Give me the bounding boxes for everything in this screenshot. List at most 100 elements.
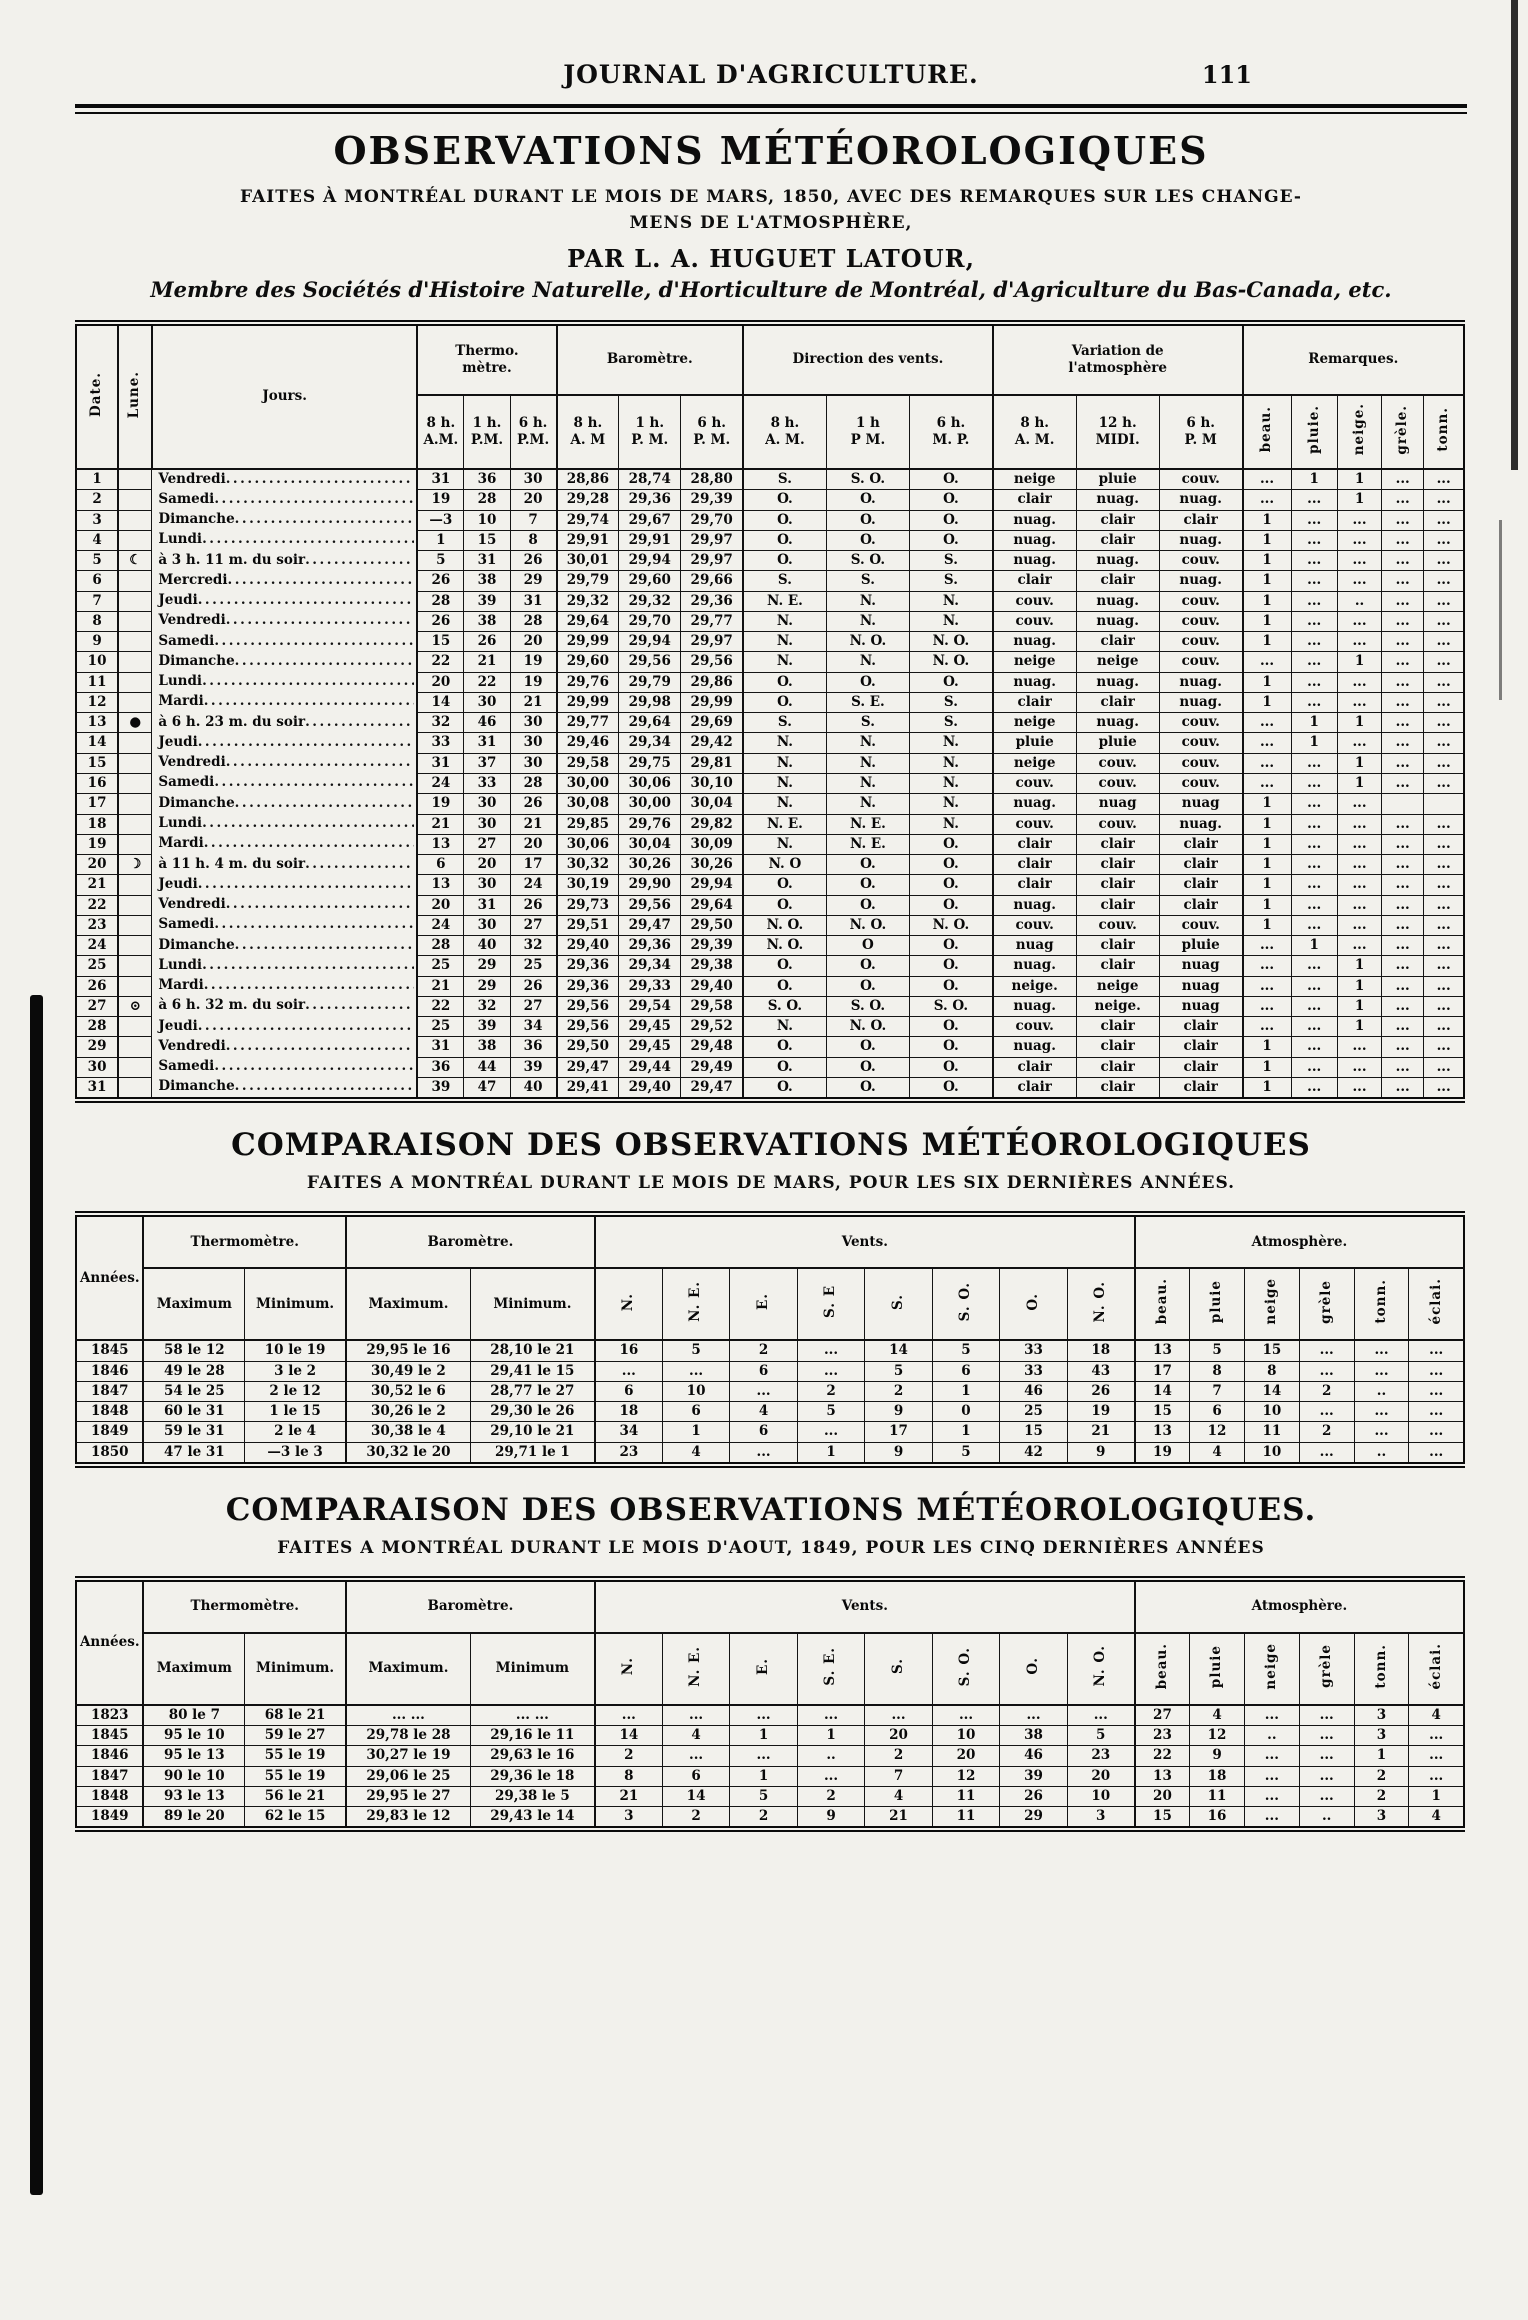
- table-cell: 5: [729, 1785, 798, 1808]
- table-cell: O.: [825, 854, 911, 876]
- table-cell: 18: [1066, 1339, 1136, 1362]
- page-header: JOURNAL D'AGRICULTURE. 111: [75, 60, 1467, 100]
- table-cell: 31: [463, 550, 511, 572]
- table-cell: 29,86: [680, 671, 744, 693]
- table-cell: 29,75: [618, 752, 682, 774]
- table-cell: N. E.: [825, 833, 911, 856]
- thermo-6pm: 6 h. P.M.: [509, 394, 558, 470]
- table-row: 20☽à 11 h. 4 m. du soir6201730,3230,2630…: [75, 854, 1465, 876]
- table-cell: Lundi: [152, 530, 416, 549]
- table-cell: 89 le 20: [142, 1806, 246, 1830]
- table-cell: Mercredi: [152, 571, 416, 590]
- table-cell: nuag.: [991, 631, 1077, 653]
- table-cell: ...: [1298, 1339, 1355, 1362]
- subheader-row: 8 h. A.M. 1 h. P.M. 6 h. P.M. 8 h. A. M …: [76, 394, 1465, 470]
- table-cell: O.: [909, 1076, 994, 1101]
- table-cell: 4: [661, 1725, 731, 1747]
- table-cell: 47 le 31: [142, 1441, 246, 1466]
- table-cell: S.: [909, 570, 994, 592]
- baro-max: Maximum.: [344, 1632, 471, 1706]
- table-cell: clair: [991, 874, 1077, 896]
- table-cell: N. O: [742, 854, 827, 876]
- table-cell: ...: [1408, 1745, 1465, 1767]
- table-cell: 32: [463, 995, 511, 1018]
- vent-no: N. O.: [1066, 1632, 1136, 1706]
- table-cell: O.: [909, 529, 994, 552]
- table-cell: 10: [463, 509, 511, 531]
- comparison-aout-table-wrap: Années. Thermomètre. Baromètre. Vents. A…: [75, 1575, 1467, 1833]
- table-cell: O.: [909, 509, 994, 531]
- table-cell: Vendredi: [152, 1037, 416, 1056]
- table-cell: couv.: [991, 772, 1077, 795]
- table-cell: 40: [463, 935, 511, 957]
- table-cell: ...: [1423, 914, 1465, 937]
- observations-table: Date. Lune. Jours. Thermo. mètre. Baromè…: [75, 320, 1465, 1104]
- table-cell: ...: [1408, 1765, 1465, 1787]
- table-cell: ...: [1381, 712, 1425, 734]
- comparison-aout-table: Années. Thermomètre. Baromètre. Vents. A…: [75, 1575, 1465, 1833]
- table-cell: ...: [1423, 529, 1465, 552]
- table-cell: 8: [1189, 1360, 1245, 1382]
- table-cell: 20: [463, 854, 511, 876]
- table-cell: 90 le 10: [142, 1765, 246, 1787]
- table-cell: 55 le 19: [244, 1745, 347, 1767]
- table-cell: 1: [1241, 529, 1292, 552]
- table-row: 14Jeudi33313029,4629,3429,42N.N.N.pluiep…: [75, 732, 1465, 754]
- table-cell: 1: [1241, 550, 1292, 572]
- table-cell: 46: [999, 1380, 1068, 1403]
- table-cell: O.: [742, 550, 827, 572]
- table-cell: nuag.: [991, 995, 1077, 1018]
- table-cell: ☾: [117, 550, 153, 572]
- table-cell: [1423, 793, 1465, 815]
- table-cell: 3: [593, 1806, 663, 1830]
- table-cell: N. O.: [909, 651, 994, 673]
- table-cell: 25: [509, 955, 558, 977]
- table-cell: 1846: [75, 1745, 144, 1767]
- table-cell: 7: [75, 590, 119, 612]
- table-cell: 34: [509, 1016, 558, 1038]
- table-cell: ...: [1241, 975, 1292, 997]
- table-cell: 1850: [75, 1441, 144, 1466]
- table-cell: 62 le 15: [244, 1806, 347, 1830]
- group-barometre: Baromètre.: [344, 1578, 596, 1634]
- group-remarques: Remarques.: [1241, 322, 1465, 396]
- table-row: 27⊙à 6 h. 32 m. du soir22322729,5629,542…: [75, 995, 1465, 1018]
- vent-se: S. E: [796, 1267, 866, 1342]
- table-cell: [117, 732, 153, 754]
- table-cell: 1: [1241, 1056, 1292, 1078]
- table-cell: 33: [463, 772, 511, 795]
- table-cell: N.: [909, 752, 994, 774]
- table-cell: N.: [825, 732, 911, 754]
- table-cell: 29,91: [618, 529, 682, 552]
- col-annees: Années.: [75, 1213, 144, 1342]
- table-cell: ...: [1381, 631, 1425, 653]
- table-cell: Samedi: [152, 490, 416, 509]
- table-cell: couv.: [1158, 610, 1244, 633]
- table-cell: 1: [1241, 631, 1292, 653]
- table-cell: 22: [1133, 1745, 1191, 1767]
- table-cell: 29,36: [618, 489, 682, 511]
- table-cell: ...: [1290, 1036, 1338, 1058]
- table-cell: 29,76: [618, 813, 682, 835]
- table-cell: 1: [1336, 1016, 1383, 1038]
- table-cell: 5: [864, 1360, 933, 1382]
- table-cell: 1: [1241, 1076, 1292, 1101]
- table-cell: 28,86: [555, 468, 620, 491]
- table-cell: 29,97: [680, 529, 744, 552]
- table-cell: clair: [1075, 1056, 1160, 1078]
- table-cell: 95 le 13: [142, 1745, 246, 1767]
- table-row: 31Dimanche39474029,4129,4029,47O.O.O.cla…: [75, 1076, 1465, 1101]
- table-cell: 14: [1243, 1380, 1300, 1403]
- table-cell: 5: [796, 1401, 866, 1423]
- table-cell: 1: [1336, 712, 1383, 734]
- table-cell: 13: [1133, 1765, 1191, 1787]
- table-cell: ...: [1241, 995, 1292, 1018]
- table-cell: 30,26: [680, 854, 744, 876]
- table-cell: [117, 691, 153, 714]
- table-cell: O.: [909, 671, 994, 693]
- table-cell: 2: [661, 1806, 731, 1830]
- table-cell: 4: [864, 1785, 933, 1808]
- table-cell: 10: [1243, 1441, 1300, 1466]
- atmos-beau: beau.: [1133, 1632, 1191, 1706]
